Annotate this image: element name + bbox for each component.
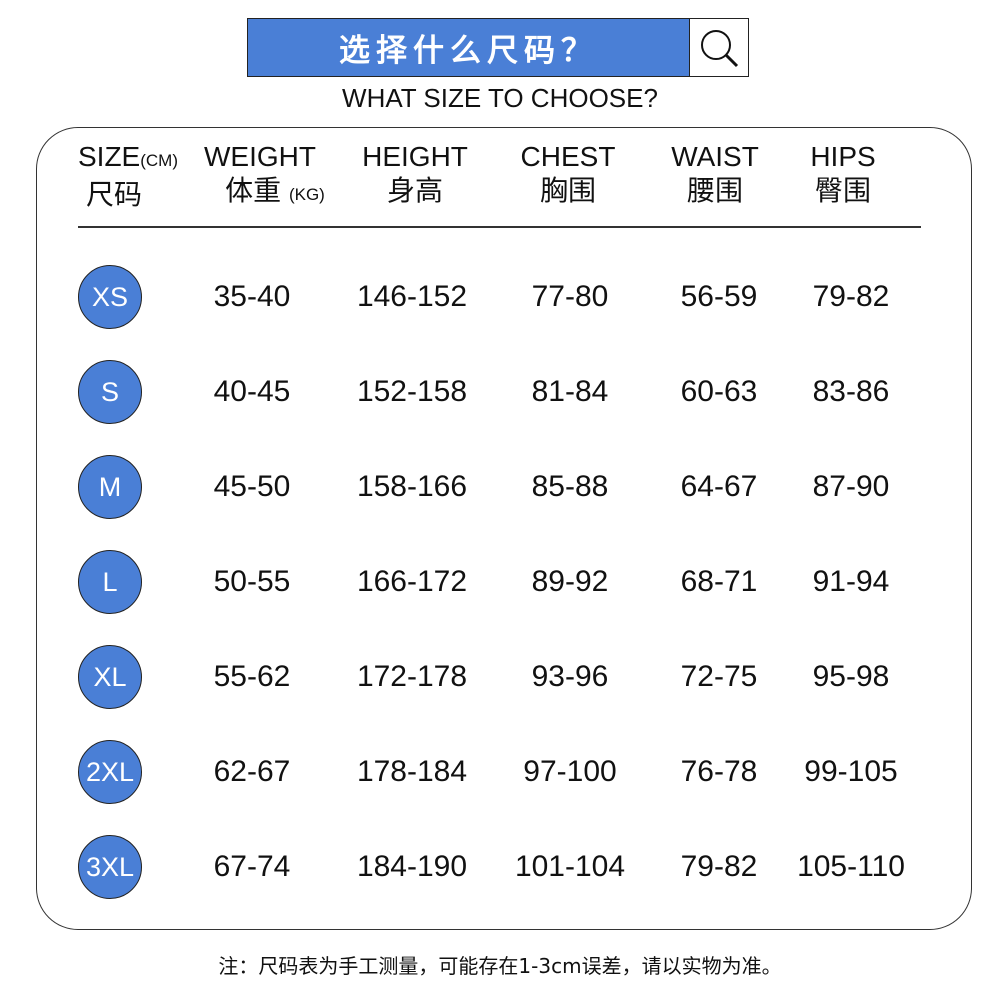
cell-height: 146-152 (356, 280, 468, 313)
cell-waist: 56-59 (680, 280, 758, 313)
header-cn: 身高 (386, 175, 443, 206)
cell-height: 158-166 (356, 470, 468, 503)
cell-waist: 76-78 (680, 755, 758, 788)
cell-height: 152-158 (356, 375, 468, 408)
cell-chest: 97-100 (523, 755, 617, 788)
size-badge: L (78, 550, 142, 614)
cell-waist: 60-63 (680, 375, 758, 408)
measurement-note: 注：尺码表为手工测量，可能存在1-3cm误差，请以实物为准。 (218, 954, 782, 978)
cell-hips: 105-110 (797, 850, 905, 883)
header-en: SIZE (78, 141, 141, 172)
header-cn: 体重 (225, 175, 282, 206)
search-button (690, 18, 749, 77)
header-en: WAIST (671, 141, 759, 172)
header-weight: WEIGHT 体重 (KG) (195, 140, 355, 212)
header-unit: (CM) (140, 151, 178, 170)
header-cn: 尺码 (86, 179, 143, 210)
cell-waist: 79-82 (680, 850, 758, 883)
header-unit: (KG) (288, 185, 325, 204)
subtitle: WHAT SIZE TO CHOOSE? (342, 83, 658, 113)
cell-weight: 62-67 (213, 755, 291, 788)
cell-hips: 99-105 (804, 755, 898, 788)
size-badge: 3XL (78, 835, 142, 899)
title-banner: 选择什么尺码？ (247, 18, 690, 77)
header-height: HEIGHT 身高 (340, 140, 490, 208)
header-divider (78, 226, 921, 228)
size-badge: S (78, 360, 142, 424)
size-badge: XL (78, 645, 142, 709)
cell-chest: 77-80 (531, 280, 609, 313)
header-cn: 臀围 (814, 175, 871, 206)
size-badge: 2XL (78, 740, 142, 804)
header-en: HIPS (810, 141, 876, 172)
header-cn: 腰围 (686, 175, 743, 206)
size-badge: M (78, 455, 142, 519)
header-en: WEIGHT (204, 141, 316, 172)
cell-weight: 50-55 (213, 565, 291, 598)
cell-weight: 55-62 (213, 660, 291, 693)
cell-weight: 45-50 (213, 470, 291, 503)
cell-waist: 68-71 (680, 565, 758, 598)
cell-weight: 40-45 (213, 375, 291, 408)
cell-hips: 95-98 (812, 660, 890, 693)
cell-chest: 85-88 (531, 470, 609, 503)
cell-weight: 35-40 (213, 280, 291, 313)
cell-waist: 64-67 (680, 470, 758, 503)
cell-hips: 79-82 (812, 280, 890, 313)
cell-hips: 83-86 (812, 375, 890, 408)
cell-hips: 91-94 (812, 565, 890, 598)
header-hips: HIPS 臀围 (768, 140, 918, 208)
magnifier-icon (701, 30, 739, 68)
cell-chest: 89-92 (531, 565, 609, 598)
cell-height: 184-190 (356, 850, 468, 883)
header-chest: CHEST 胸围 (493, 140, 643, 208)
header-size: SIZE(CM) 尺码 (78, 140, 178, 212)
cell-height: 178-184 (356, 755, 468, 788)
size-badge: XS (78, 265, 142, 329)
cell-hips: 87-90 (812, 470, 890, 503)
cell-height: 172-178 (356, 660, 468, 693)
cell-chest: 101-104 (514, 850, 626, 883)
cell-weight: 67-74 (213, 850, 291, 883)
cell-chest: 93-96 (531, 660, 609, 693)
cell-waist: 72-75 (680, 660, 758, 693)
header-en: HEIGHT (362, 141, 468, 172)
header-cn: 胸围 (539, 175, 596, 206)
header-en: CHEST (520, 141, 616, 172)
cell-chest: 81-84 (531, 375, 609, 408)
cell-height: 166-172 (356, 565, 468, 598)
table-card (36, 127, 972, 930)
header-waist: WAIST 腰围 (640, 140, 790, 208)
